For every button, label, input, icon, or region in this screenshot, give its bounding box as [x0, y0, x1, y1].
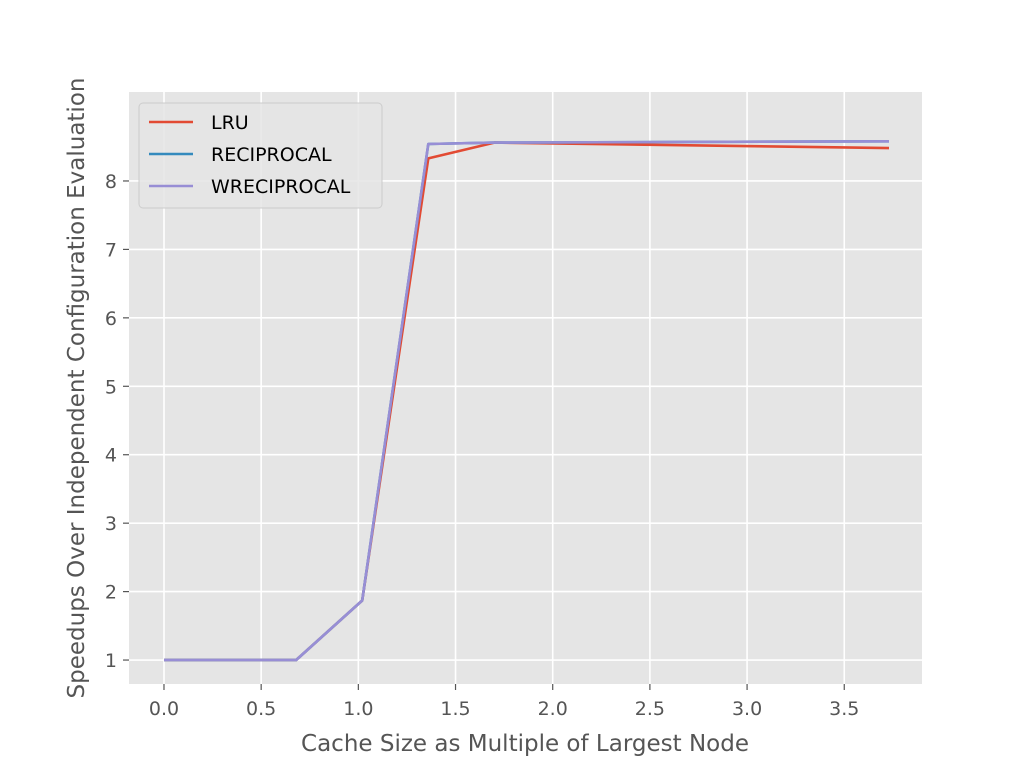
x-tick-label: 2.5 — [635, 698, 665, 720]
x-tick-label: 0.5 — [246, 698, 276, 720]
y-axis-ticks: 1 2 3 4 5 6 7 8 — [105, 171, 129, 672]
y-tick-label: 4 — [105, 445, 117, 467]
y-tick-label: 6 — [105, 308, 117, 330]
x-tick-label: 0.0 — [149, 698, 179, 720]
y-tick-label: 7 — [105, 239, 117, 261]
y-tick-label: 1 — [105, 650, 117, 672]
x-tick-label: 2.0 — [538, 698, 568, 720]
legend-label-wreciprocal: WRECIPROCAL — [211, 176, 351, 198]
y-tick-label: 5 — [105, 376, 117, 398]
x-tick-label: 1.0 — [343, 698, 373, 720]
x-tick-label: 3.0 — [732, 698, 762, 720]
y-tick-label: 3 — [105, 513, 117, 535]
x-tick-label: 3.5 — [829, 698, 859, 720]
x-axis-label: Cache Size as Multiple of Largest Node — [301, 731, 749, 757]
legend: LRU RECIPROCAL WRECIPROCAL — [138, 102, 383, 209]
y-tick-label: 2 — [105, 582, 117, 604]
series-line-wreciprocal — [164, 140, 890, 662]
x-tick-label: 1.5 — [440, 698, 470, 720]
y-axis-label: Speedups Over Independent Configuration … — [64, 78, 90, 699]
x-axis-ticks: 0.0 0.5 1.0 1.5 2.0 2.5 3.0 3.5 — [149, 684, 859, 720]
legend-frame — [138, 102, 383, 209]
legend-label-reciprocal: RECIPROCAL — [211, 144, 332, 166]
y-tick-label: 8 — [105, 171, 117, 193]
legend-label-lru: LRU — [211, 112, 249, 134]
series-lines — [164, 140, 890, 662]
